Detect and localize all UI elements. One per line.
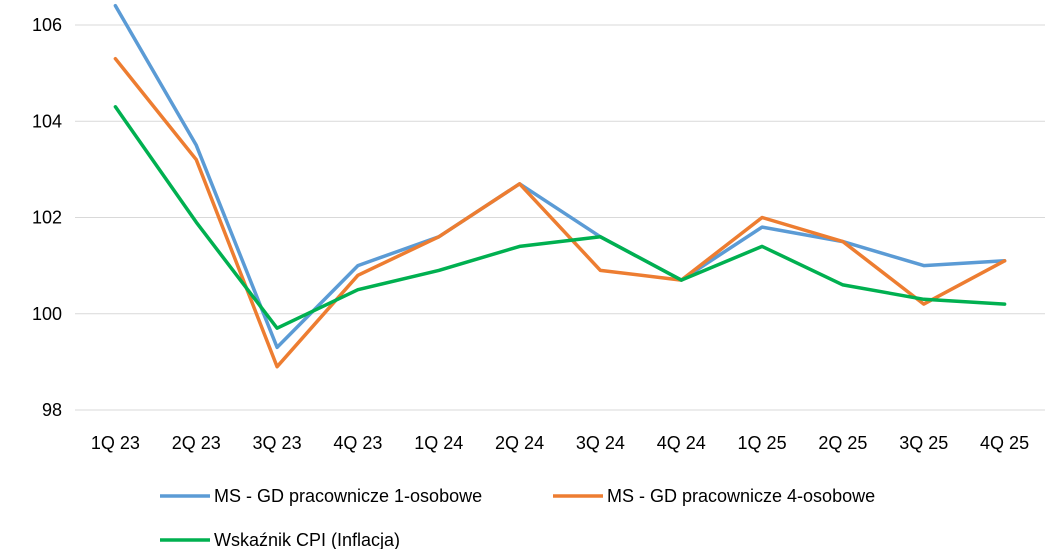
y-tick-label: 106 <box>32 15 62 35</box>
series-layer <box>113 3 1007 369</box>
x-tick-label: 1Q 24 <box>414 433 463 453</box>
x-tick-label: 2Q 24 <box>495 433 544 453</box>
x-tick-label: 4Q 25 <box>980 433 1029 453</box>
grid-lines <box>75 24 1045 411</box>
series-line-3 <box>113 105 1007 330</box>
y-tick-label: 104 <box>32 111 62 131</box>
y-axis: 98 100 102 104 106 <box>32 15 62 420</box>
x-tick-label: 3Q 25 <box>899 433 948 453</box>
y-tick-label: 98 <box>42 400 62 420</box>
x-tick-label: 2Q 25 <box>818 433 867 453</box>
x-tick-label: 3Q 23 <box>253 433 302 453</box>
y-tick-label: 102 <box>32 208 62 228</box>
series-line-1 <box>113 3 1007 350</box>
x-tick-label: 1Q 23 <box>91 433 140 453</box>
x-tick-label: 4Q 23 <box>333 433 382 453</box>
x-tick-label: 1Q 25 <box>738 433 787 453</box>
legend-label: Wskaźnik CPI (Inflacja) <box>214 530 400 549</box>
legend-label: MS - GD pracownicze 1-osobowe <box>214 486 482 506</box>
x-axis: 1Q 23 2Q 23 3Q 23 4Q 23 1Q 24 2Q 24 3Q 24 4Q 24… <box>91 433 1029 453</box>
x-tick-label: 2Q 23 <box>172 433 221 453</box>
legend: MS - GD pracownicze 1-osobowe MS - GD pra… <box>160 486 875 549</box>
x-tick-label: 4Q 24 <box>657 433 706 453</box>
series-line-2 <box>113 56 1007 369</box>
y-tick-label: 100 <box>32 304 62 324</box>
legend-label: MS - GD pracownicze 4-osobowe <box>607 486 875 506</box>
x-tick-label: 3Q 24 <box>576 433 625 453</box>
